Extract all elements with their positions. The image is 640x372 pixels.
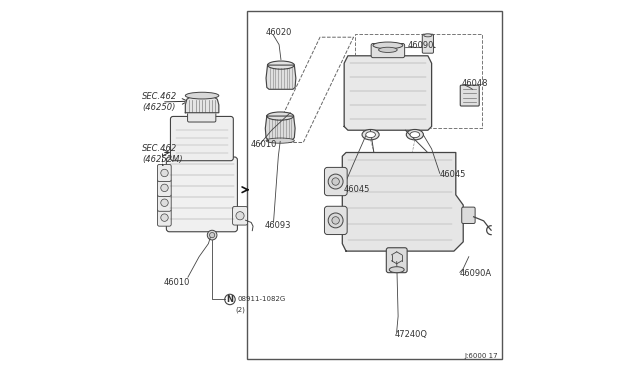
- Ellipse shape: [268, 61, 294, 69]
- Ellipse shape: [389, 267, 404, 273]
- Ellipse shape: [266, 138, 294, 143]
- Text: SEC.462: SEC.462: [142, 144, 177, 153]
- Text: 46045: 46045: [440, 170, 466, 179]
- Text: 46048: 46048: [461, 79, 488, 88]
- Text: (46250): (46250): [142, 103, 175, 112]
- Text: 46090: 46090: [408, 41, 434, 50]
- Polygon shape: [266, 65, 296, 89]
- Circle shape: [328, 174, 343, 189]
- Circle shape: [236, 212, 244, 220]
- Ellipse shape: [406, 129, 424, 140]
- Ellipse shape: [365, 132, 376, 138]
- Circle shape: [161, 184, 168, 192]
- Polygon shape: [342, 153, 463, 251]
- FancyBboxPatch shape: [157, 194, 172, 211]
- FancyBboxPatch shape: [324, 167, 347, 196]
- Ellipse shape: [362, 129, 379, 140]
- Ellipse shape: [379, 47, 397, 52]
- FancyBboxPatch shape: [157, 164, 172, 182]
- Text: 46010: 46010: [250, 140, 277, 149]
- Circle shape: [161, 214, 168, 221]
- Ellipse shape: [186, 92, 219, 99]
- Circle shape: [207, 230, 217, 240]
- FancyBboxPatch shape: [461, 207, 475, 224]
- FancyBboxPatch shape: [387, 248, 407, 273]
- Polygon shape: [186, 95, 219, 113]
- Text: 46090A: 46090A: [460, 269, 492, 278]
- Ellipse shape: [424, 34, 432, 37]
- Text: J:6000 17: J:6000 17: [464, 353, 498, 359]
- FancyBboxPatch shape: [157, 179, 172, 196]
- Text: 46093: 46093: [265, 221, 291, 230]
- Bar: [248, 11, 502, 359]
- Text: 46010: 46010: [164, 278, 190, 287]
- Polygon shape: [344, 50, 431, 130]
- FancyBboxPatch shape: [157, 209, 172, 226]
- FancyBboxPatch shape: [170, 116, 234, 161]
- Circle shape: [332, 217, 339, 224]
- FancyBboxPatch shape: [371, 44, 404, 58]
- Circle shape: [328, 213, 343, 228]
- Ellipse shape: [373, 42, 403, 49]
- Text: 08911-1082G: 08911-1082G: [237, 296, 285, 302]
- Text: (2): (2): [235, 306, 245, 313]
- FancyBboxPatch shape: [422, 34, 433, 53]
- Circle shape: [161, 199, 168, 206]
- FancyBboxPatch shape: [166, 157, 237, 232]
- Circle shape: [332, 178, 339, 185]
- Text: 47240Q: 47240Q: [394, 330, 428, 339]
- FancyBboxPatch shape: [232, 206, 248, 225]
- Polygon shape: [266, 116, 295, 141]
- FancyBboxPatch shape: [188, 111, 216, 122]
- Text: 46020: 46020: [266, 28, 292, 37]
- Text: (46252M): (46252M): [142, 155, 183, 164]
- FancyBboxPatch shape: [324, 206, 347, 234]
- Ellipse shape: [410, 132, 420, 138]
- FancyBboxPatch shape: [460, 85, 479, 106]
- Text: 46045: 46045: [344, 185, 370, 194]
- Text: SEC.462: SEC.462: [142, 92, 177, 101]
- Circle shape: [209, 232, 215, 238]
- Text: N: N: [227, 295, 234, 304]
- Circle shape: [161, 169, 168, 177]
- Ellipse shape: [267, 112, 294, 120]
